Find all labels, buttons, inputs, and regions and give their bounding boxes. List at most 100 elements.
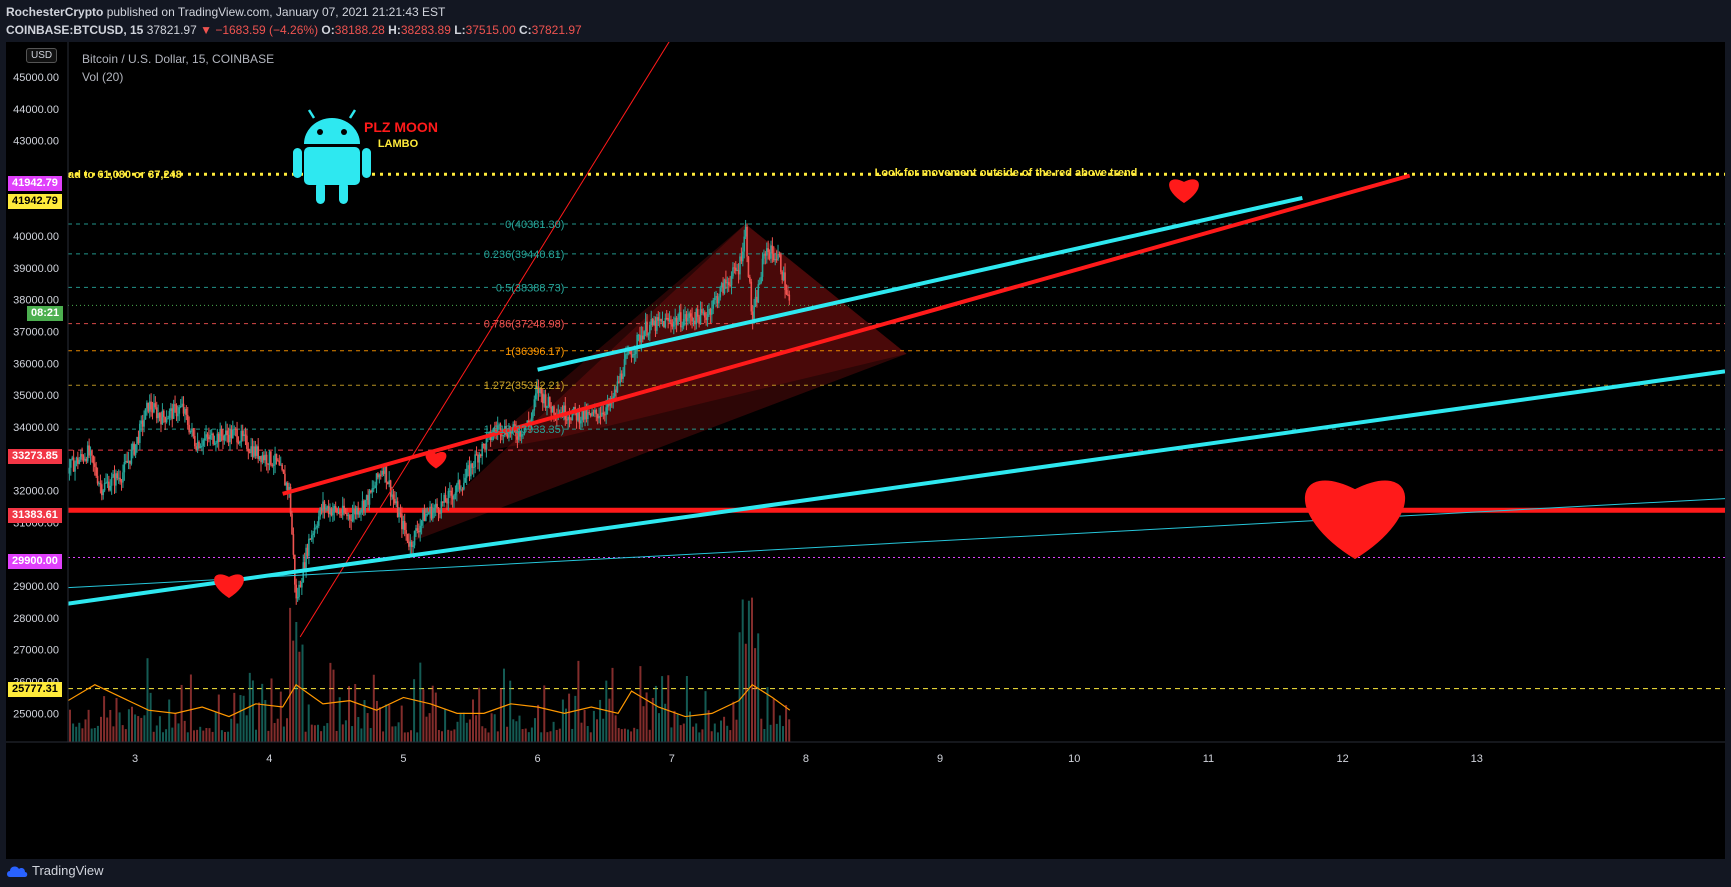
candle-body (781, 271, 784, 281)
candle-body (240, 430, 243, 442)
candle-body (546, 405, 548, 409)
candle-body (333, 506, 336, 512)
candle-body (712, 300, 715, 309)
candle-body (637, 334, 640, 336)
fib-fan-zone (403, 224, 907, 545)
candle-body (432, 510, 434, 519)
candle-body (672, 321, 675, 327)
candle-body (224, 430, 227, 436)
candle-body (109, 485, 112, 491)
candle-body (602, 412, 605, 415)
candle-body (119, 477, 121, 482)
android-arm-left (293, 148, 302, 178)
candle-body (305, 547, 307, 569)
candle-body (754, 296, 757, 306)
candle-body (706, 313, 709, 320)
x-tick-label: 11 (1203, 753, 1214, 765)
candle-body (537, 386, 540, 393)
candle-body (582, 410, 585, 420)
candle-body (657, 317, 660, 321)
candle-body (74, 463, 76, 472)
candle-body (96, 475, 99, 484)
candle-body (98, 483, 100, 485)
candle-body (565, 419, 568, 421)
candle-body (523, 427, 526, 434)
candle-body (140, 420, 143, 424)
candle-body (296, 596, 299, 599)
candle-body (301, 582, 303, 588)
candle-body (461, 489, 464, 491)
x-tick-label: 4 (266, 753, 272, 765)
candle-body (460, 489, 462, 491)
candle-body (386, 482, 389, 485)
candle-body (605, 407, 607, 415)
candle-body (326, 506, 329, 508)
candle-body (753, 305, 755, 321)
candle-body (72, 457, 75, 472)
candle-body (571, 412, 574, 421)
candle-body (615, 389, 617, 393)
candle-body (732, 267, 734, 277)
candle-body (456, 484, 458, 493)
plot-group (68, 42, 1725, 742)
android-body (304, 147, 360, 185)
candle-body (767, 248, 769, 253)
volume-ma-line (68, 683, 791, 718)
candle-body (81, 454, 83, 457)
candle-body (319, 508, 321, 517)
candle-body (147, 402, 150, 412)
candle-body (77, 457, 79, 464)
fib-level-label: 1.272(35312.21) (484, 380, 565, 392)
candle-body (470, 463, 472, 477)
candle-body (208, 436, 210, 440)
candle-body (351, 514, 354, 521)
candle-body (663, 321, 665, 328)
candle-body (92, 455, 95, 464)
candle-body (443, 494, 445, 503)
candle-body (641, 335, 644, 340)
candle-body (281, 464, 283, 470)
candle-body (660, 319, 662, 322)
currency-badge[interactable]: USD (26, 48, 58, 63)
candle-body (206, 434, 209, 437)
candle-body (168, 411, 171, 418)
candle-body (594, 409, 596, 413)
candle-body (532, 410, 534, 418)
candle-body (701, 309, 703, 313)
candle-body (374, 485, 376, 489)
candle-body (715, 296, 717, 298)
candle-body (127, 460, 130, 463)
published-text: published on TradingView.com, January 07… (106, 5, 446, 19)
candle-body (184, 408, 186, 414)
android-eye-left (317, 129, 323, 135)
candle-body (636, 334, 638, 350)
candle-body (441, 501, 444, 503)
candle-body (619, 373, 622, 383)
candle-body (243, 434, 245, 437)
chart-area[interactable]: 25000.0026000.0027000.0028000.0029000.00… (6, 42, 1725, 859)
candle-body (270, 451, 272, 465)
trendline-thin-teal (68, 498, 1725, 589)
trendline-cyan-upper (537, 195, 1303, 372)
tradingview-logo[interactable]: TradingView (6, 863, 104, 878)
candle-body (358, 512, 361, 515)
android-head (304, 118, 360, 144)
candle-body (764, 253, 767, 256)
candle-body (620, 373, 623, 379)
candle-body (257, 446, 259, 460)
candle-body (246, 435, 248, 449)
candle-body (148, 401, 151, 412)
candle-body (154, 403, 157, 408)
candle-body (124, 461, 127, 463)
y-tick-label: 38000.00 (13, 295, 59, 307)
candle-body (730, 276, 733, 286)
candle-body (495, 430, 498, 432)
candle-body (247, 448, 250, 452)
candle-body (658, 319, 661, 321)
author[interactable]: RochesterCrypto (6, 5, 104, 19)
candle-body (79, 454, 82, 460)
candle-body (765, 248, 768, 256)
candle-body (522, 433, 524, 435)
candle-body (360, 509, 362, 513)
candle-body (651, 319, 654, 326)
